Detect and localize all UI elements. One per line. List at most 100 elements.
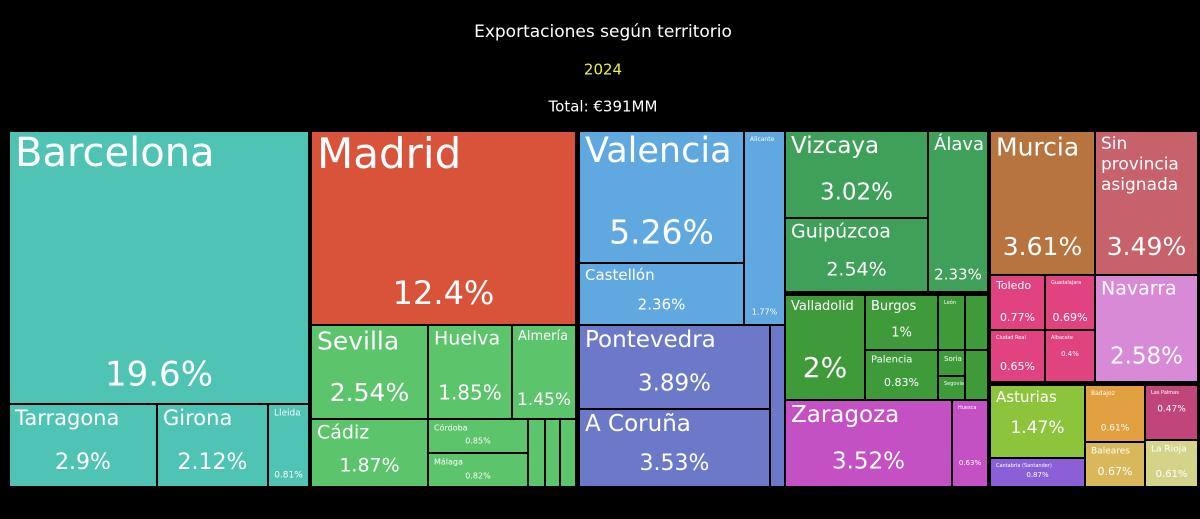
tile-group: Huelva 1.85%	[427, 324, 513, 420]
value-label: 2.54%	[826, 259, 886, 281]
tile	[427, 324, 513, 420]
tile-label: Huelva	[434, 328, 500, 350]
tile-label-line: asignada	[1101, 175, 1178, 195]
tile	[559, 418, 577, 488]
tile-group: Córdoba 0.85%	[427, 418, 529, 454]
value-label: 0.63%	[959, 459, 982, 467]
tile-group: Palencia 0.83%	[864, 349, 939, 401]
value-label: 0.69%	[1053, 311, 1088, 324]
tile	[937, 294, 966, 351]
tile-label: Madrid	[317, 129, 461, 178]
tile	[156, 403, 269, 488]
tile	[784, 130, 929, 219]
tile-group: Tarragona 2.9%	[8, 403, 158, 488]
chart-subtitle: 2024	[584, 61, 622, 79]
value-label: 0.83%	[884, 376, 919, 389]
tile-group: Pontevedra 3.89%	[578, 324, 771, 410]
tile	[1144, 439, 1199, 488]
tile	[937, 349, 966, 377]
tile-label-line: provincia	[1101, 154, 1179, 174]
value-label: 0.81%	[274, 471, 303, 481]
tile	[427, 452, 529, 488]
tile	[578, 130, 745, 264]
value-label: 1.45%	[517, 390, 571, 410]
tile-label: Baleares	[1091, 447, 1130, 457]
value-label: 2.58%	[1110, 344, 1183, 370]
tile-label: Castellón	[585, 266, 655, 284]
tile	[864, 294, 939, 351]
tile-group: Girona 2.12%	[156, 403, 269, 488]
tile-group: Burgos 1%	[864, 294, 939, 351]
value-label: 12.4%	[393, 274, 495, 312]
value-label: 1%	[891, 326, 912, 341]
tile-group: Segovia	[937, 375, 966, 401]
tile-label: Navarra	[1101, 278, 1177, 300]
value-label: 0.77%	[1000, 311, 1035, 324]
tile-group: Badajoz 0.61%	[1084, 384, 1146, 443]
tile	[937, 375, 966, 401]
tile-group: Zaragoza 3.52%	[784, 399, 953, 488]
tile-group: Valencia 5.26%	[578, 130, 745, 264]
tile-label: Lleida	[274, 409, 301, 419]
tile-group: Cádiz 1.87%	[310, 418, 429, 488]
tile	[1084, 441, 1146, 488]
tile-group: León	[937, 294, 966, 351]
annotation: Total: €391MM	[548, 98, 658, 116]
tile	[310, 130, 577, 326]
tile	[784, 399, 953, 488]
tile	[1094, 274, 1199, 383]
tile-label: Palencia	[871, 354, 912, 365]
tile-label: Alicante	[750, 136, 775, 143]
tile-group: Baleares 0.67%	[1084, 441, 1146, 488]
tile	[1044, 329, 1096, 383]
value-label: 0.85%	[465, 437, 491, 446]
tile-label: Burgos	[871, 299, 916, 314]
tile	[267, 403, 310, 488]
tile-label: Segovia	[944, 381, 964, 387]
value-label: 1.85%	[438, 381, 502, 405]
value-label: 0.61%	[1101, 424, 1130, 434]
value-label: 1.77%	[752, 308, 778, 317]
tile-label: A Coruña	[585, 411, 691, 437]
tile-group: Guadalajara 0.69%	[1044, 274, 1096, 331]
tile-label: Cádiz	[317, 422, 369, 444]
tile-group: Toledo 0.77%	[989, 274, 1046, 331]
tile	[578, 408, 771, 488]
tile-group: Almería 1.45%	[511, 324, 577, 420]
tile-label: Valladolid	[791, 299, 854, 314]
tile	[578, 262, 745, 326]
tile-group: Navarra 2.58%	[1094, 274, 1199, 383]
tile	[1094, 130, 1199, 276]
value-label: 0.47%	[1157, 405, 1186, 415]
value-label: 0.67%	[1098, 465, 1133, 478]
value-label: 3.89%	[638, 371, 711, 397]
tile-group: Vizcaya 3.02%	[784, 130, 929, 219]
tile-label: Vizcaya	[791, 133, 879, 159]
tile	[951, 399, 989, 488]
tile	[1144, 384, 1199, 441]
tile-label: Sin provincia asignada	[1101, 134, 1179, 195]
value-label: 2.54%	[330, 378, 409, 407]
tile-group: Sevilla 2.54%	[310, 324, 429, 420]
value-label: 0.87%	[1026, 471, 1049, 479]
tile	[743, 130, 786, 326]
tile-label: Barcelona	[15, 130, 215, 176]
tile-label: Álava	[934, 133, 984, 155]
value-label: 2.9%	[55, 450, 111, 475]
tile-label: Valencia	[585, 131, 732, 171]
tile	[964, 349, 989, 401]
tile-label: Córdoba	[434, 423, 468, 433]
tile-group: Ciudad Real 0.65%	[989, 329, 1046, 383]
tile-label: Pontevedra	[585, 327, 716, 353]
tile-group: Asturias 1.47%	[989, 384, 1086, 459]
tile-label: Girona	[163, 406, 232, 430]
tile-label-line: Sin	[1101, 134, 1127, 154]
tile-label: Sevilla	[317, 326, 399, 355]
tile	[989, 329, 1046, 383]
tile-label: Huesca	[958, 405, 976, 411]
tile	[544, 418, 561, 488]
tile-group: Barcelona 19.6%	[8, 130, 310, 405]
chart-title: Exportaciones según territorio	[474, 22, 732, 42]
tile-group: Guipúzcoa 2.54%	[784, 217, 929, 293]
